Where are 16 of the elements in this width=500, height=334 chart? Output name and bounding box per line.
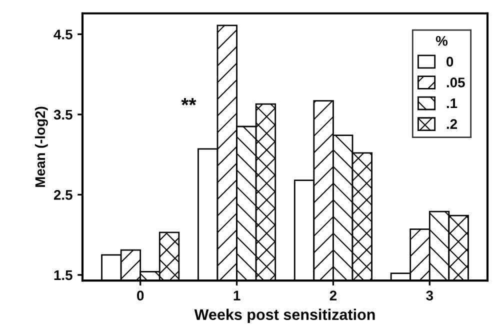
y-tick-label: 1.5 xyxy=(54,270,72,280)
legend-label: 0 xyxy=(446,56,454,67)
annotation: ** xyxy=(181,98,196,106)
y-tick-label: 3.5 xyxy=(54,110,72,120)
y-axis-title: Mean (-log2) xyxy=(34,106,48,187)
y-tick-label: 4.5 xyxy=(54,30,72,40)
y-tick-label: 2.5 xyxy=(54,190,72,200)
legend-title: % xyxy=(436,36,448,46)
x-axis-title: Weeks post sensitization xyxy=(194,308,375,324)
x-tick-label: 0 xyxy=(137,290,144,300)
legend-label: .1 xyxy=(446,98,458,108)
x-tick-label: 1 xyxy=(234,290,240,300)
x-tick-label: 3 xyxy=(426,290,434,301)
x-tick-label: 2 xyxy=(330,290,337,300)
legend-label: .2 xyxy=(446,119,457,129)
legend-label: .05 xyxy=(446,78,465,88)
